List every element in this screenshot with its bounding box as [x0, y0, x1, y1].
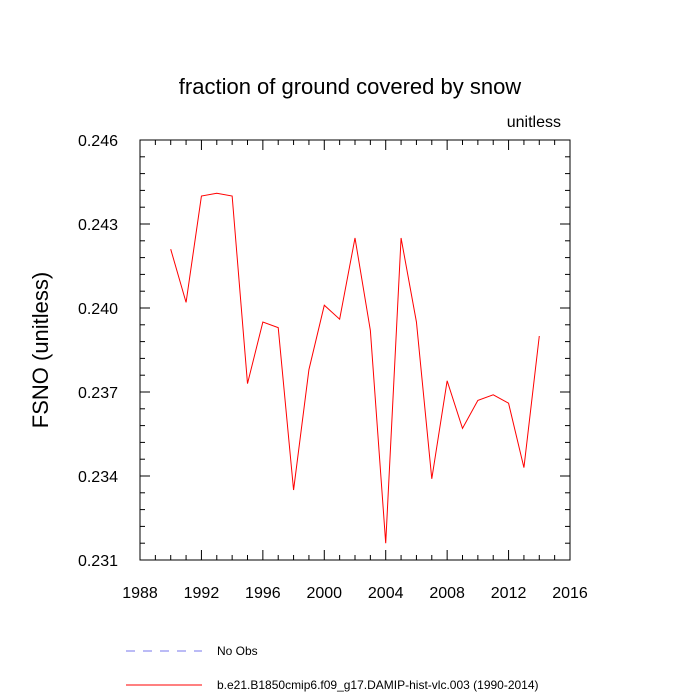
axis-ticks [139, 139, 571, 561]
x-tick-label: 2016 [552, 585, 588, 602]
x-tick-label: 1996 [245, 585, 281, 602]
series-layer [170, 192, 540, 544]
y-tick-label: 0.246 [78, 133, 118, 150]
legend-label: No Obs [217, 644, 258, 658]
x-tick-label: 1992 [184, 585, 220, 602]
y-tick-label: 0.243 [78, 217, 118, 234]
units-label: unitless [507, 114, 561, 131]
y-tick-label: 0.237 [78, 385, 118, 402]
y-tick-label: 0.240 [78, 301, 118, 318]
x-tick-labels: 1988 1992 1996 2000 2004 2008 2012 2016 [122, 585, 588, 602]
x-tick-label: 1988 [122, 585, 158, 602]
chart-title: fraction of ground covered by snow [179, 74, 522, 99]
y-tick-label: 0.231 [78, 553, 118, 570]
plot-frame [139, 139, 571, 561]
y-tick-label: 0.234 [78, 469, 118, 486]
legend-label: b.e21.B1850cmip6.f09_g17.DAMIP-hist-vlc.… [217, 678, 539, 692]
x-tick-label: 2004 [368, 585, 404, 602]
x-tick-label: 2008 [429, 585, 465, 602]
legend: No Obs b.e21.B1850cmip6.f09_g17.DAMIP-his… [126, 644, 539, 692]
series-line [170, 192, 540, 544]
y-axis-label: FSNO (unitless) [28, 272, 53, 428]
x-tick-label: 2000 [306, 585, 342, 602]
y-tick-labels: 0.231 0.234 0.237 0.240 0.243 0.246 [78, 133, 118, 570]
x-tick-label: 2012 [491, 585, 527, 602]
